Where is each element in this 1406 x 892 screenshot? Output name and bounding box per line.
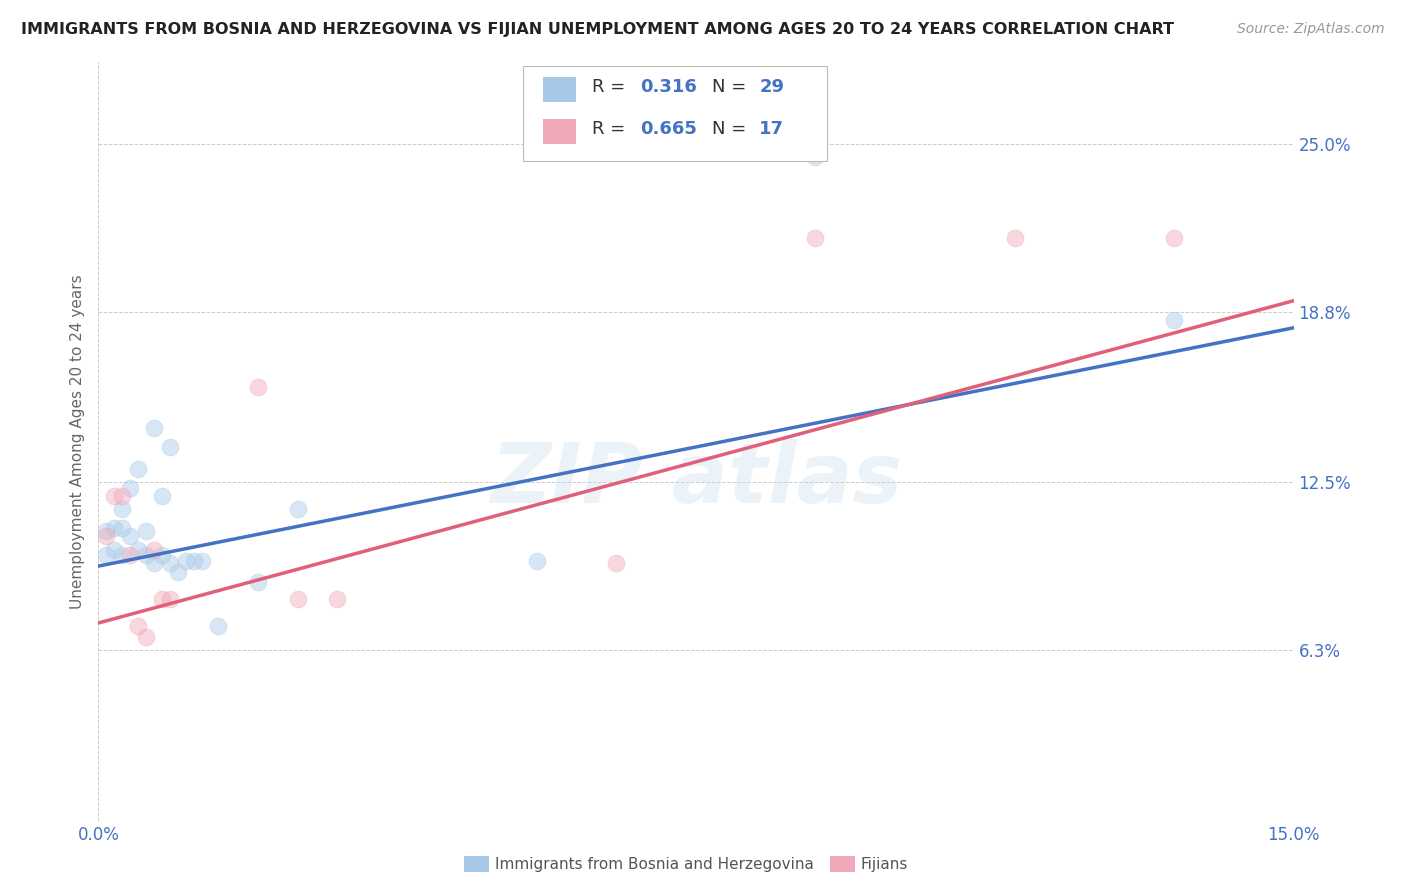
Point [111,521,134,535]
Point [135,630,157,644]
Point [287,591,309,606]
Y-axis label: Unemployment Among Ages 20 to 24 years: Unemployment Among Ages 20 to 24 years [69,274,84,609]
Point [174,554,197,568]
FancyBboxPatch shape [523,66,827,161]
Point [103,489,125,503]
Text: 17: 17 [759,120,785,138]
FancyBboxPatch shape [543,77,576,103]
Point [143,542,166,557]
Point [246,380,269,394]
Point [96,548,118,563]
Point [326,591,349,606]
Point [103,542,125,557]
Text: N =: N = [711,120,751,138]
Point [526,554,548,568]
Point [96,529,118,543]
Point [111,489,134,503]
Point [120,529,142,543]
Point [111,548,134,563]
Text: 0.665: 0.665 [640,120,697,138]
Point [120,548,142,563]
Point [150,591,173,606]
Point [246,575,269,590]
Text: Source: ZipAtlas.com: Source: ZipAtlas.com [1237,22,1385,37]
Point [120,481,142,495]
Point [135,524,157,538]
Point [103,521,125,535]
Text: ZIP atlas: ZIP atlas [489,439,903,520]
Point [804,231,827,245]
Point [143,557,166,571]
Point [127,542,149,557]
Point [167,565,190,579]
Point [191,554,214,568]
Text: IMMIGRANTS FROM BOSNIA AND HERZEGOVINA VS FIJIAN UNEMPLOYMENT AMONG AGES 20 TO 2: IMMIGRANTS FROM BOSNIA AND HERZEGOVINA V… [21,22,1174,37]
Point [207,618,229,632]
Text: R =: R = [592,120,631,138]
Point [1004,231,1026,245]
Text: 0.316: 0.316 [640,78,697,96]
Text: Immigrants from Bosnia and Herzegovina: Immigrants from Bosnia and Herzegovina [495,857,814,871]
Point [127,461,149,475]
Point [150,548,173,563]
Text: R =: R = [592,78,631,96]
Point [159,557,181,571]
Point [804,150,827,164]
Point [287,502,309,516]
Point [159,440,181,454]
Text: 29: 29 [759,78,785,96]
Point [127,618,149,632]
Point [150,489,173,503]
Point [111,502,134,516]
Point [1163,312,1185,326]
Point [605,557,627,571]
Text: Fijians: Fijians [860,857,908,871]
Point [1163,231,1185,245]
Point [135,548,157,563]
Point [96,524,118,538]
Text: N =: N = [711,78,751,96]
Point [183,554,205,568]
Point [143,421,166,435]
Point [159,591,181,606]
FancyBboxPatch shape [543,119,576,145]
